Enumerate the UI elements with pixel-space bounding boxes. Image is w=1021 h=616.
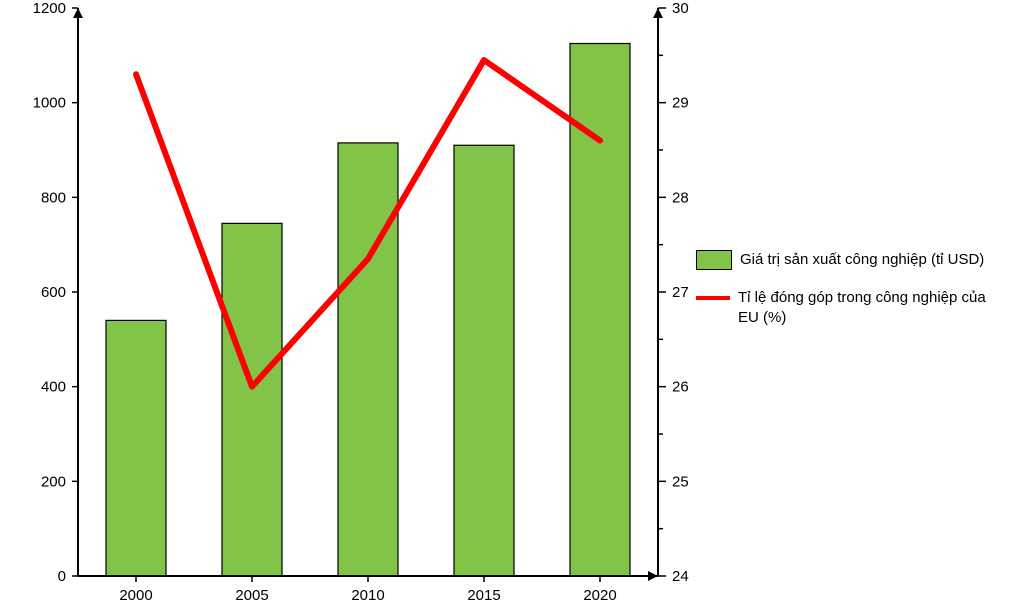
svg-text:0: 0 (58, 568, 66, 585)
svg-text:2000: 2000 (119, 587, 152, 604)
svg-text:2015: 2015 (467, 587, 500, 604)
svg-text:28: 28 (672, 189, 689, 206)
svg-text:400: 400 (41, 379, 66, 396)
svg-text:1000: 1000 (33, 95, 66, 112)
legend-label-line: Tỉ lệ đóng góp trong công nghiệp của EU … (738, 288, 998, 327)
svg-text:29: 29 (672, 95, 689, 112)
legend-swatch-bar (696, 250, 732, 270)
svg-text:2020: 2020 (583, 587, 616, 604)
chart-container: 0 200 400 600 800 1000 1200 24 25 26 27 28 29 30 2000 2… (0, 0, 1021, 616)
svg-text:27: 27 (672, 284, 689, 301)
legend-swatch-line (696, 296, 730, 300)
svg-text:26: 26 (672, 379, 689, 396)
svg-text:2005: 2005 (235, 587, 268, 604)
svg-text:800: 800 (41, 189, 66, 206)
svg-text:200: 200 (41, 473, 66, 490)
legend-label-bar: Giá trị sản xuất công nghiệp (tỉ USD) (740, 250, 984, 270)
svg-text:24: 24 (672, 568, 689, 585)
svg-text:600: 600 (41, 284, 66, 301)
svg-text:1200: 1200 (33, 0, 66, 17)
svg-text:2010: 2010 (351, 587, 384, 604)
svg-text:25: 25 (672, 473, 689, 490)
legend: Giá trị sản xuất công nghiệp (tỉ USD) Tỉ… (696, 250, 998, 345)
svg-text:30: 30 (672, 0, 689, 17)
legend-item-line: Tỉ lệ đóng góp trong công nghiệp của EU … (696, 288, 998, 327)
legend-item-bar: Giá trị sản xuất công nghiệp (tỉ USD) (696, 250, 998, 270)
